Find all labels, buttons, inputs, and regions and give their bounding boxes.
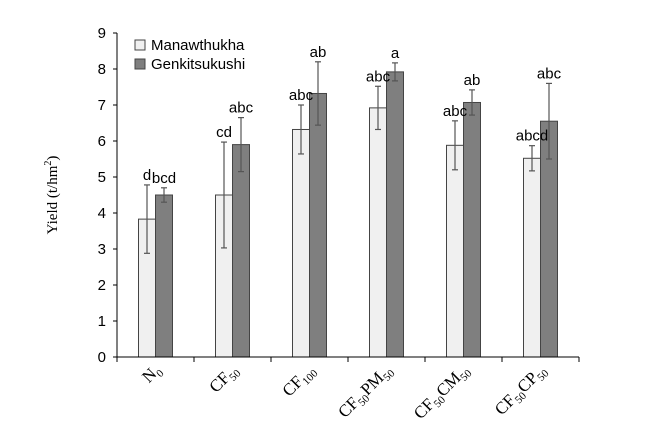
legend: Manawthukha Genkitsukushi xyxy=(134,37,245,73)
y-axis-label: Yield (t/hm2) xyxy=(43,156,61,235)
bars-layer xyxy=(138,71,558,358)
axes-layer xyxy=(116,33,580,362)
y-tick-label: 3 xyxy=(98,241,106,258)
x-category-label: CF50CM50 xyxy=(410,360,475,425)
bar-manawthukha-cf50pm50 xyxy=(369,107,387,358)
x-category-label: CF50 xyxy=(205,360,243,398)
y-ticks-layer: 0 1 2 3 4 5 6 7 8 9 xyxy=(98,25,117,366)
significance-label: abc xyxy=(289,87,314,104)
significance-label: abc xyxy=(537,65,562,82)
bar-manawthukha-cf100 xyxy=(292,128,310,358)
significance-label: abcd xyxy=(516,128,549,145)
bar-genkitsukushi-n0 xyxy=(155,194,173,358)
significance-label: ab xyxy=(464,72,481,89)
significance-label: ab xyxy=(310,44,327,61)
significance-label: a xyxy=(391,45,400,62)
x-category-label: CF50CP50 xyxy=(491,360,552,421)
bar-genkitsukushi-cf50pm50 xyxy=(386,71,404,358)
legend-label-manawthukha: Manawthukha xyxy=(151,37,245,54)
x-category-label: CF50PM50 xyxy=(334,360,398,424)
legend-label-genkitsukushi: Genkitsukushi xyxy=(151,56,245,73)
y-tick-label: 6 xyxy=(98,133,106,150)
significance-label: bcd xyxy=(152,170,176,187)
error-bars-layer xyxy=(144,61,552,254)
y-tick-label: 7 xyxy=(98,97,106,114)
y-tick-label: 2 xyxy=(98,277,106,294)
y-tick-label: 1 xyxy=(98,313,106,330)
significance-label: abc xyxy=(366,68,391,85)
legend-swatch-manawthukha xyxy=(134,39,146,51)
y-tick-label: 4 xyxy=(98,205,106,222)
x-category-label: N0 xyxy=(138,360,166,388)
significance-label: cd xyxy=(216,124,232,141)
y-tick-label: 0 xyxy=(98,349,106,366)
bar-manawthukha-cf50cp50 xyxy=(523,157,541,358)
significance-label: d xyxy=(143,167,151,184)
significance-label: abc xyxy=(443,103,468,120)
legend-swatch-genkitsukushi xyxy=(134,58,146,70)
y-tick-label: 5 xyxy=(98,169,106,186)
significance-label: abc xyxy=(229,100,254,117)
x-category-label: CF100 xyxy=(279,360,321,402)
bar-genkitsukushi-cf50 xyxy=(232,144,250,358)
y-tick-label: 9 xyxy=(98,25,106,42)
y-tick-label: 8 xyxy=(98,61,106,78)
bar-manawthukha-cf50cm50 xyxy=(446,144,464,358)
bar-genkitsukushi-cf100 xyxy=(309,92,327,358)
bar-genkitsukushi-cf50cm50 xyxy=(463,101,481,358)
